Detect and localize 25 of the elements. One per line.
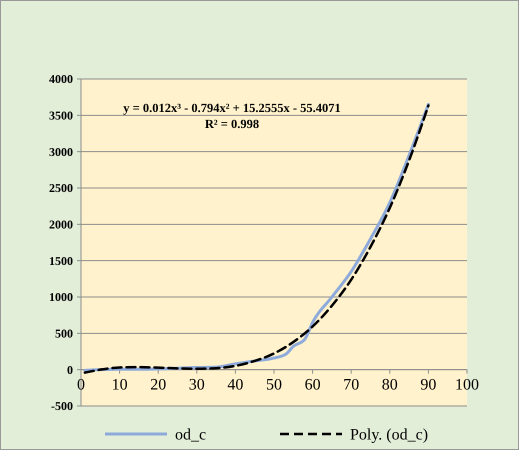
x-tick-label: 40 [227,376,244,394]
y-tick-label: -500 [51,399,73,414]
y-tick-label: 2500 [49,181,73,196]
x-tick-label: 80 [382,376,398,394]
x-tick-label: 30 [188,376,205,394]
y-tick-label: 1000 [49,290,73,304]
y-tick-label: 2000 [49,218,73,232]
y-tick-label: 500 [55,326,73,341]
x-tick-label: 20 [150,376,166,394]
y-tick-label: 3500 [49,108,73,123]
y-tick-label: 4000 [49,72,73,86]
annotation: R² = 0.998 [204,117,260,131]
legend-label: od_c [175,426,206,444]
legend-label: Poly. (od_c) [350,426,428,444]
y-tick-label: 0 [67,362,73,377]
y-tick-label: 1500 [49,254,73,268]
x-tick-label: 100 [455,376,479,394]
x-tick-label: 50 [266,376,282,394]
x-tick-label: 0 [77,376,85,394]
y-tick-label: 3000 [49,144,73,159]
x-tick-label: 10 [112,376,128,394]
annotation: y = 0.012x³ - 0.794x² + 15.2555x - 55.4071 [123,101,341,115]
x-tick-label: 60 [304,376,321,394]
x-tick-label: 70 [343,376,360,394]
x-tick-label: 90 [420,376,436,394]
